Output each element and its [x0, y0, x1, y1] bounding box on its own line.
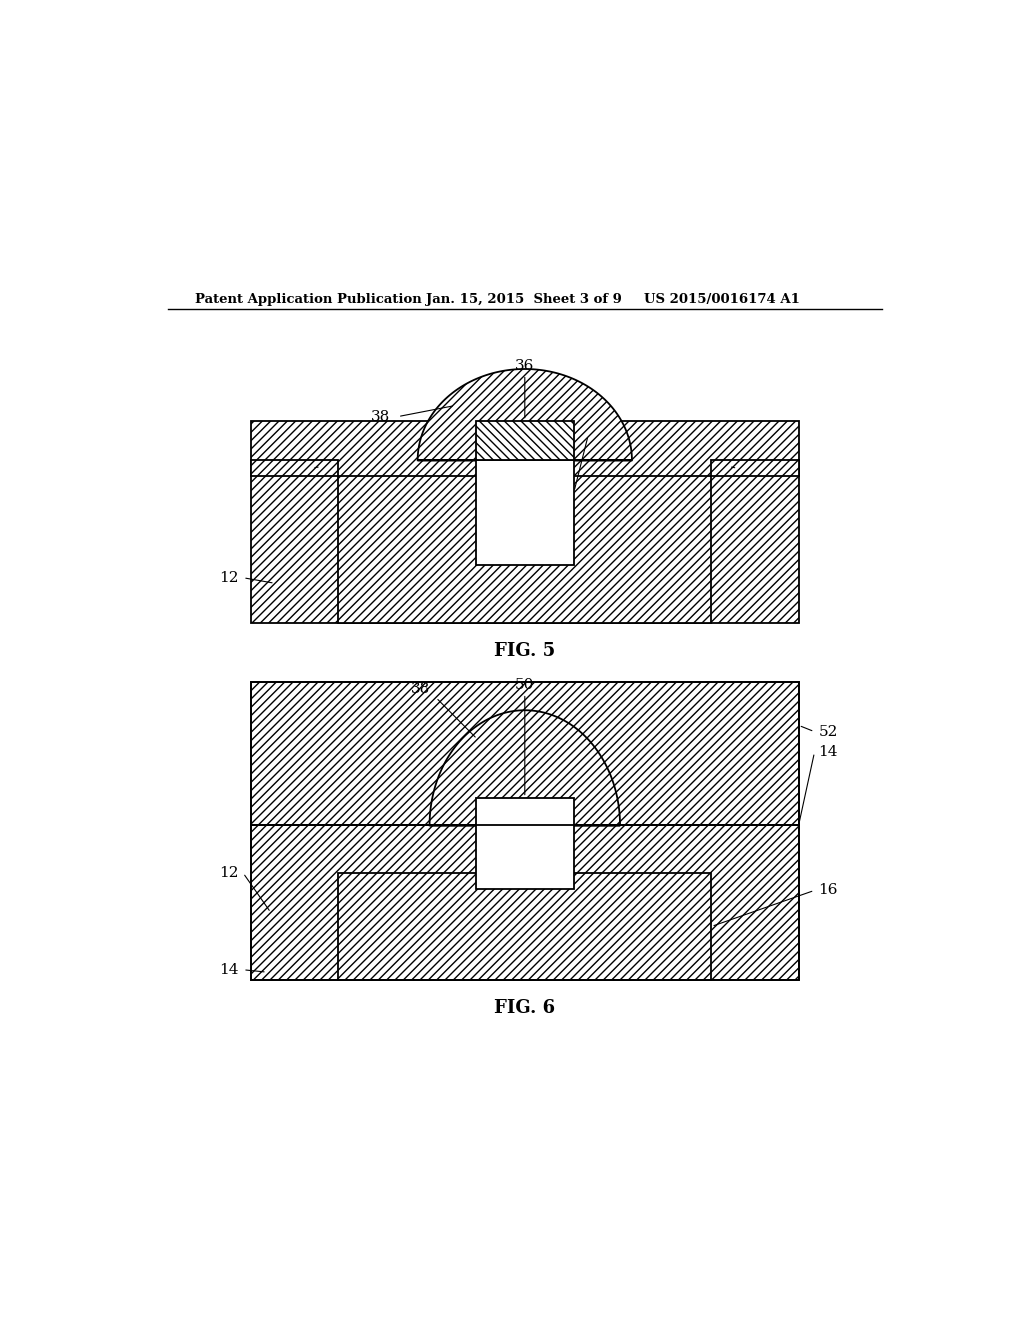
Bar — [338, 477, 712, 623]
Text: Jan. 15, 2015  Sheet 3 of 9: Jan. 15, 2015 Sheet 3 of 9 — [426, 293, 622, 306]
Text: 14: 14 — [818, 746, 838, 759]
Text: 50: 50 — [592, 428, 611, 442]
Text: 38: 38 — [371, 409, 390, 424]
Polygon shape — [418, 370, 632, 461]
Text: 14: 14 — [219, 962, 240, 977]
Bar — [475, 461, 574, 565]
Bar — [251, 682, 799, 825]
Bar — [251, 682, 799, 979]
Text: 16: 16 — [297, 459, 316, 474]
Text: 12: 12 — [219, 866, 240, 880]
Text: 16: 16 — [818, 883, 838, 898]
Bar — [712, 461, 799, 477]
Bar — [251, 825, 799, 979]
Text: 12: 12 — [219, 570, 240, 585]
Text: 14: 14 — [733, 459, 753, 474]
Text: Patent Application Publication: Patent Application Publication — [196, 293, 422, 306]
Bar — [251, 421, 799, 623]
Polygon shape — [430, 710, 620, 825]
Bar — [251, 461, 338, 477]
Bar — [338, 873, 712, 979]
Text: FIG. 6: FIG. 6 — [495, 999, 555, 1016]
Bar — [475, 421, 574, 461]
Text: US 2015/0016174 A1: US 2015/0016174 A1 — [644, 293, 800, 306]
Text: 52: 52 — [818, 725, 838, 739]
Bar — [475, 797, 574, 888]
Text: 38: 38 — [411, 682, 430, 696]
Text: 36: 36 — [515, 359, 535, 374]
Text: FIG. 5: FIG. 5 — [495, 642, 555, 660]
Text: 50: 50 — [515, 678, 535, 692]
